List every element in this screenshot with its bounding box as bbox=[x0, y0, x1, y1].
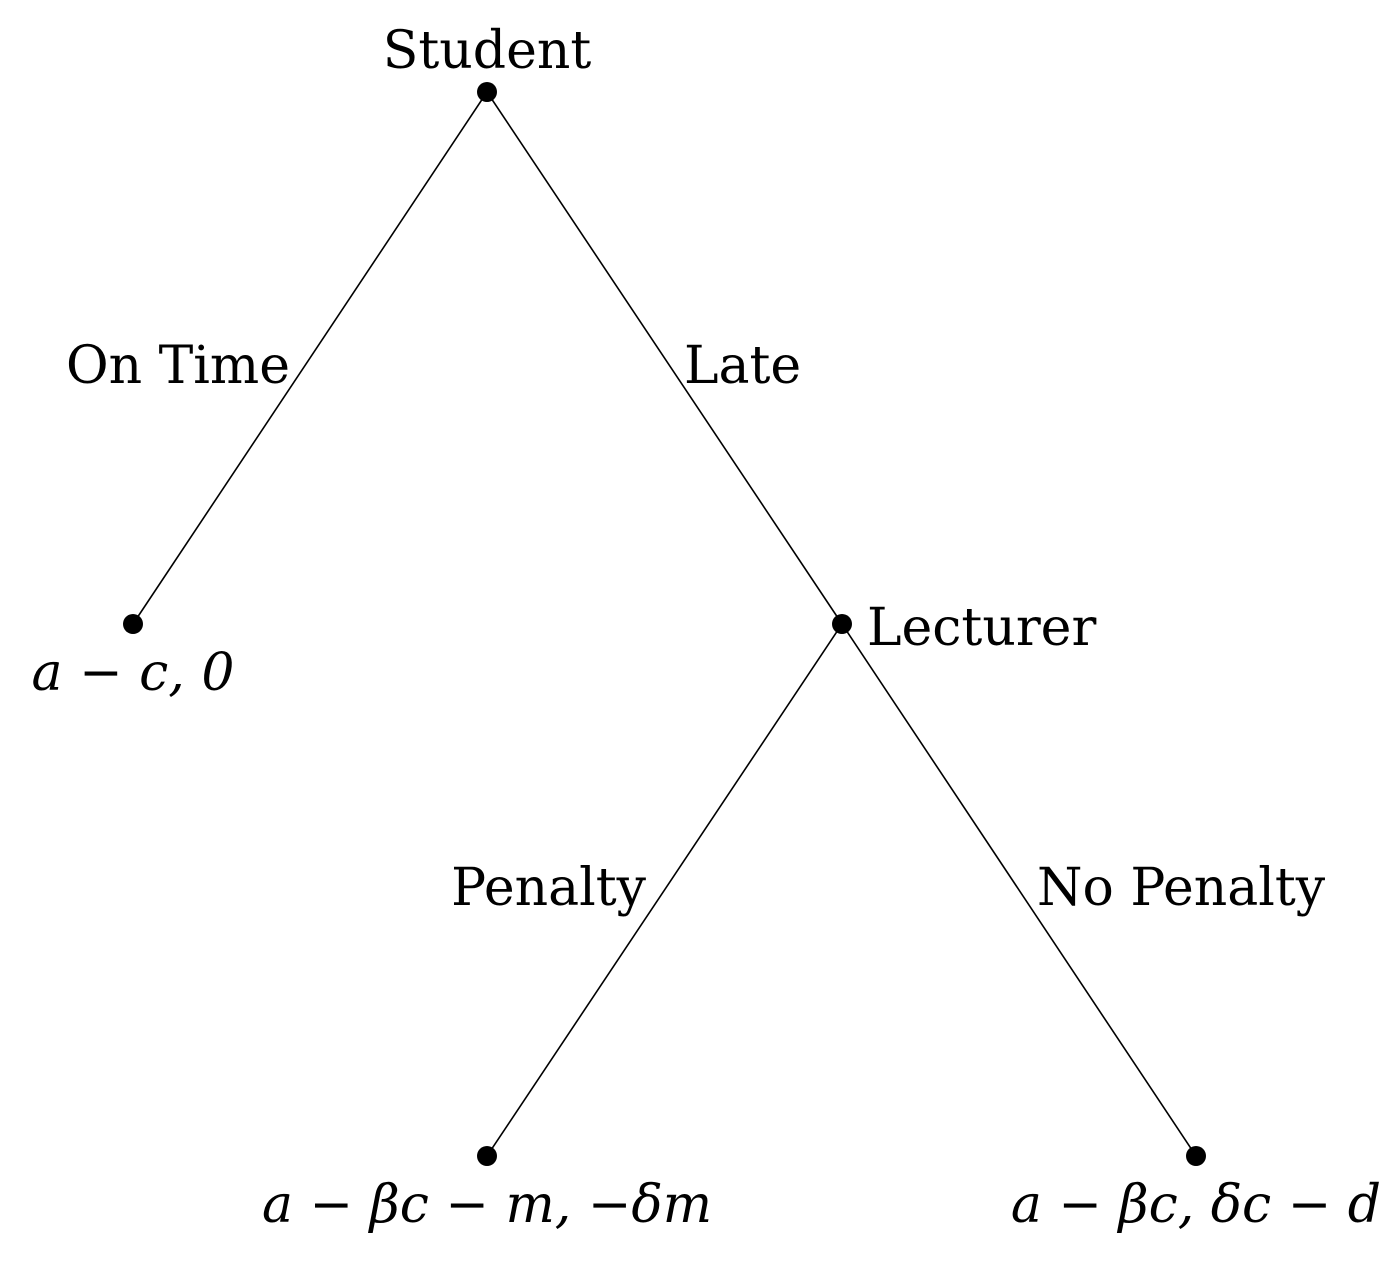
action-label-no-penalty: No Penalty bbox=[1037, 858, 1326, 918]
edge-penalty bbox=[486, 623, 843, 1157]
penalty-terminal-node bbox=[477, 1146, 497, 1166]
on-time-terminal-node bbox=[123, 614, 143, 634]
payoff-on-time: a − c, 0 bbox=[32, 643, 235, 703]
action-label-penalty: Penalty bbox=[451, 858, 646, 918]
root-node bbox=[477, 82, 497, 102]
no-penalty-terminal-node bbox=[1186, 1146, 1206, 1166]
action-label-on-time: On Time bbox=[66, 336, 290, 396]
root-player-label: Student bbox=[383, 21, 592, 81]
lecturer-node bbox=[832, 614, 852, 634]
edge-no-penalty bbox=[841, 623, 1197, 1157]
edge-on-time bbox=[132, 91, 488, 625]
payoff-penalty: a − βc − m, −δm bbox=[262, 1175, 712, 1235]
edge-late bbox=[486, 91, 843, 625]
action-label-late: Late bbox=[684, 336, 801, 396]
payoff-no-penalty: a − βc, δc − d bbox=[1011, 1175, 1381, 1235]
lecturer-player-label: Lecturer bbox=[867, 598, 1096, 658]
